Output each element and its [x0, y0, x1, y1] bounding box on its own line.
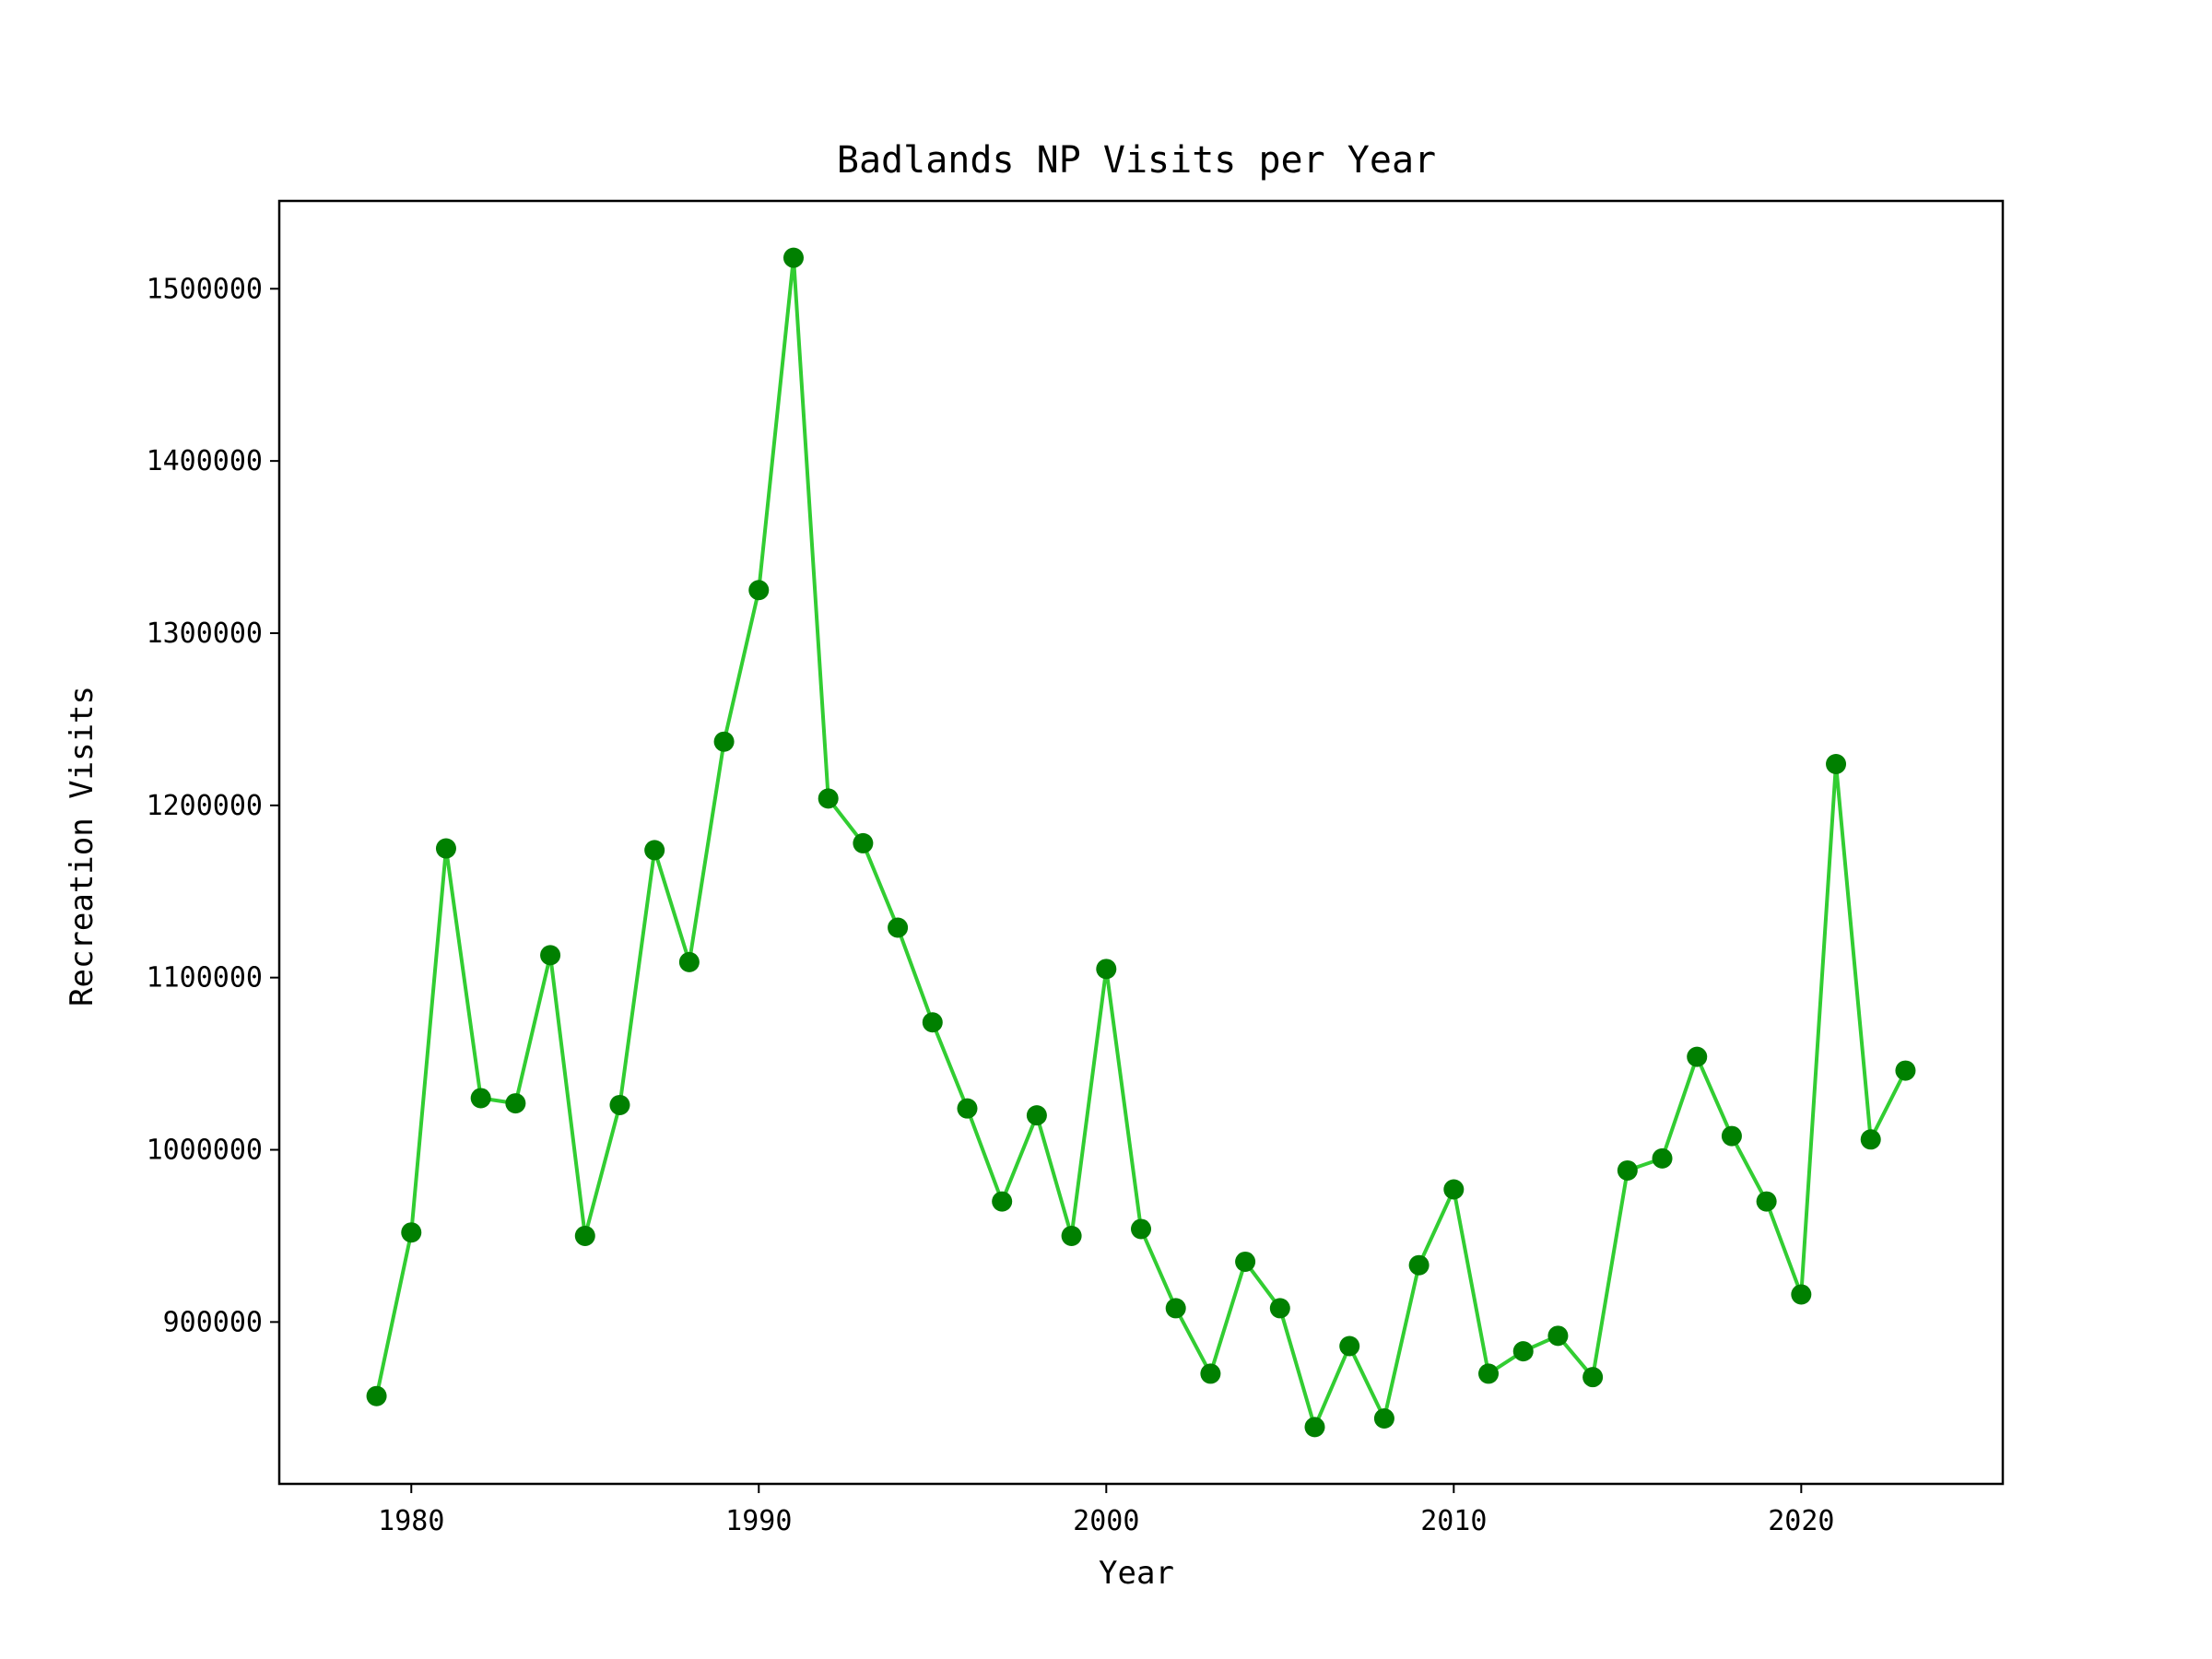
- data-point: [1269, 1298, 1290, 1319]
- data-point: [401, 1222, 422, 1243]
- data-point: [609, 1094, 630, 1115]
- data-point: [1061, 1225, 1082, 1246]
- x-tick-label: 1990: [725, 1505, 792, 1537]
- data-point: [1512, 1341, 1534, 1362]
- data-point: [748, 580, 770, 601]
- y-axis-ticks: 900000 1000000 1100000 1200000 1300000 140000…: [147, 273, 279, 1338]
- data-point: [1860, 1129, 1881, 1150]
- y-tick-label: 1000000: [147, 1135, 263, 1167]
- data-point: [782, 247, 804, 268]
- data-point: [1096, 959, 1117, 980]
- data-point: [1895, 1060, 1916, 1081]
- data-point: [1165, 1298, 1186, 1319]
- data-point: [470, 1088, 491, 1109]
- data-point: [1235, 1251, 1256, 1272]
- plot-area-frame: [277, 199, 2005, 1486]
- data-point: [366, 1385, 387, 1406]
- y-tick-label: 1200000: [147, 790, 263, 822]
- x-tick-label: 2020: [1768, 1505, 1834, 1537]
- y-axis-label: Recreation Visits: [64, 686, 100, 1006]
- data-point: [1373, 1407, 1394, 1429]
- data-point: [1652, 1147, 1673, 1169]
- data-point: [1408, 1254, 1430, 1276]
- series-layer: [366, 247, 1916, 1438]
- y-tick-label: 900000: [163, 1306, 263, 1338]
- chart-title: Badlands NP Visits per Year: [837, 139, 1436, 182]
- y-tick-label: 1400000: [147, 445, 263, 477]
- data-point: [853, 832, 874, 853]
- data-point: [1304, 1417, 1325, 1438]
- data-point: [1339, 1335, 1360, 1357]
- data-point: [1826, 753, 1847, 774]
- x-axis-label: Year: [1099, 1555, 1174, 1592]
- data-point: [644, 840, 665, 861]
- data-point: [1443, 1179, 1465, 1200]
- data-point: [922, 1012, 943, 1033]
- data-point: [1547, 1325, 1569, 1347]
- data-point: [957, 1098, 978, 1119]
- data-point: [435, 838, 456, 859]
- x-tick-label: 2000: [1073, 1505, 1139, 1537]
- data-point: [1687, 1046, 1708, 1067]
- data-point: [1756, 1191, 1777, 1212]
- data-point: [818, 788, 839, 809]
- data-point: [713, 731, 735, 752]
- data-point: [992, 1191, 1013, 1212]
- data-point: [540, 945, 561, 966]
- data-point: [678, 951, 700, 972]
- x-tick-label: 1980: [378, 1505, 444, 1537]
- data-point: [1617, 1159, 1638, 1181]
- x-axis-ticks: 1980 1990 2000 2010 2020: [378, 1484, 1834, 1537]
- data-point: [1721, 1125, 1742, 1147]
- y-tick-label: 1100000: [147, 962, 263, 994]
- data-point: [505, 1093, 526, 1114]
- data-point: [1131, 1218, 1151, 1240]
- data-point: [1026, 1105, 1047, 1126]
- y-tick-label: 1300000: [147, 618, 263, 650]
- data-point: [1478, 1363, 1500, 1384]
- data-point: [1791, 1284, 1812, 1305]
- data-point: [574, 1225, 595, 1246]
- y-tick-label: 1500000: [147, 273, 263, 305]
- data-point: [1200, 1363, 1221, 1384]
- data-point: [888, 917, 909, 938]
- data-point: [1583, 1367, 1604, 1388]
- x-tick-label: 2010: [1420, 1505, 1487, 1537]
